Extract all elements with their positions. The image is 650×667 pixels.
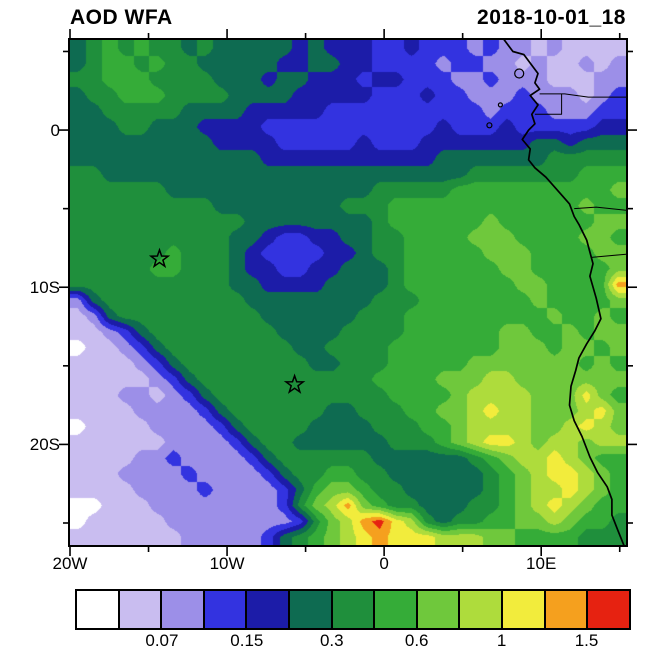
colorbar-cell: [503, 591, 546, 628]
colorbar-cell: [290, 591, 333, 628]
island-outline: [514, 68, 525, 79]
colorbar-cell: [332, 591, 376, 628]
y-axis-label: 20S: [29, 435, 60, 455]
x-axis-label: 0: [379, 554, 389, 573]
country-border: [534, 93, 563, 115]
coastline: [503, 40, 625, 545]
colorbar-cell: [375, 591, 418, 628]
colorbar-tick-label: 0.3: [319, 631, 344, 650]
country-border: [591, 253, 626, 258]
colorbar-cell: [545, 591, 589, 628]
x-axis-label: 10W: [209, 554, 245, 573]
island-outline: [486, 122, 493, 129]
colorbar-tick-label: 0.07: [145, 631, 179, 650]
colorbar-tick-label: 0.15: [230, 631, 264, 650]
colorbar-tick-label: 0.6: [404, 631, 429, 650]
map-area: [70, 40, 626, 545]
y-axis-label: 10S: [29, 278, 60, 298]
x-axis-label: 20W: [52, 554, 88, 573]
y-axis-label: 0: [50, 121, 60, 141]
plot-date: 2018-10-01_18: [477, 6, 626, 29]
country-border: [574, 206, 626, 211]
station-star-marker: [148, 247, 171, 269]
station-star-marker: [283, 373, 306, 394]
colorbar-cell: [460, 591, 504, 628]
colorbar: [75, 589, 631, 630]
colorbar-cell: [162, 591, 205, 628]
colorbar-tick-label: 1: [496, 631, 507, 650]
colorbar-cell: [77, 591, 120, 628]
colorbar-cell: [247, 591, 291, 628]
colorbar-cell: [588, 591, 629, 628]
plot-title: AOD WFA: [70, 6, 173, 29]
geo-overlay: [148, 40, 626, 545]
island-outline: [497, 102, 503, 108]
x-axis-label: 10E: [526, 554, 557, 573]
colorbar-cell: [417, 591, 461, 628]
country-border: [539, 93, 626, 98]
colorbar-cell: [119, 591, 163, 628]
colorbar-cell: [204, 591, 248, 628]
colorbar-tick-label: 1.5: [574, 631, 599, 650]
